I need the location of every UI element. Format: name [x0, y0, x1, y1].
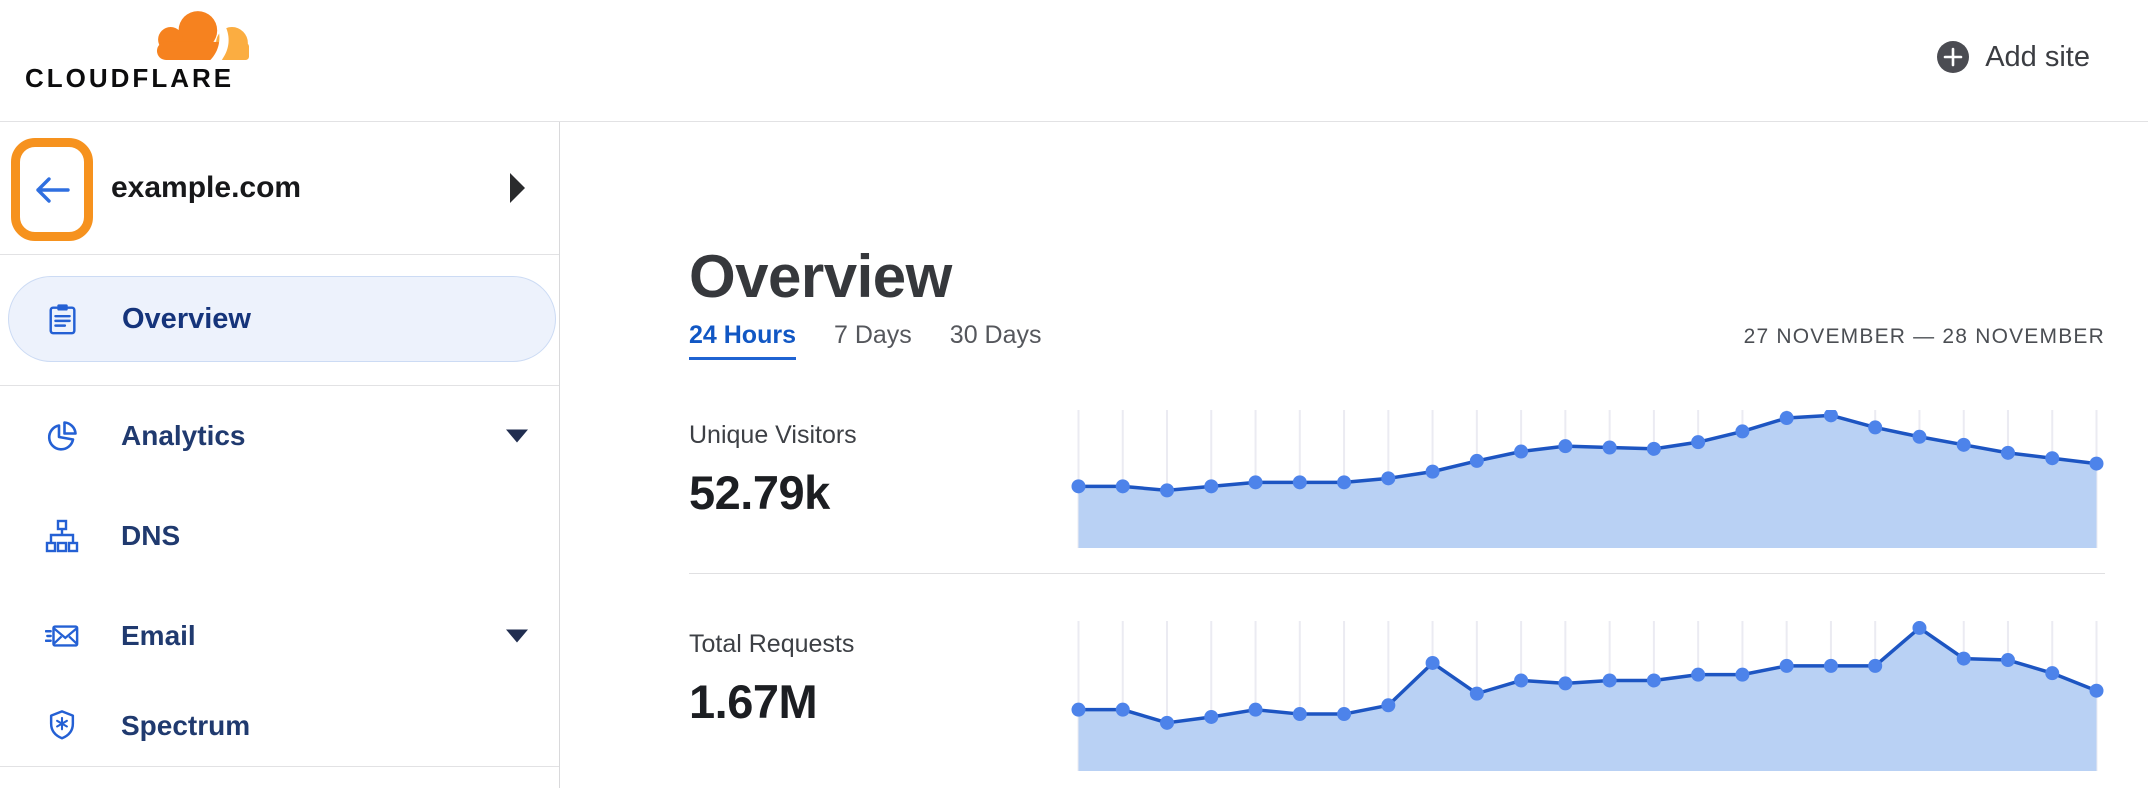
network-icon: [45, 519, 79, 553]
sidebar-item-label: Email: [121, 620, 196, 651]
sidebar-divider: [0, 385, 559, 386]
top-header: CLOUDFLARE Add site: [0, 0, 2148, 122]
clipboard-icon: [49, 304, 76, 335]
total-requests-row: Total Requests 1.67M: [689, 574, 2105, 788]
sidebar-item-dns[interactable]: DNS: [0, 486, 559, 586]
caret-down-icon[interactable]: [506, 429, 528, 443]
unique-visitors-value: 52.79k: [689, 466, 830, 519]
back-button-highlight[interactable]: [11, 138, 93, 241]
email-icon: [45, 625, 79, 647]
back-arrow-icon[interactable]: [30, 171, 74, 209]
sidebar-item-analytics[interactable]: Analytics: [0, 386, 559, 486]
page-title: Overview: [689, 243, 952, 311]
main-content: Overview 24 Hours 7 Days 30 Days 27 NOVE…: [560, 122, 2148, 788]
chevron-right-icon[interactable]: [510, 173, 525, 203]
plus-circle-icon: [1937, 41, 1970, 73]
sidebar-item-label: Analytics: [121, 420, 246, 451]
add-site-label: Add site: [1985, 40, 2090, 73]
shield-icon: [49, 710, 75, 740]
sidebar-item-label: Overview: [122, 302, 251, 335]
cloudflare-wordmark: CLOUDFLARE: [25, 63, 235, 93]
tab-7-days[interactable]: 7 Days: [833, 321, 912, 349]
unique-visitors-row: Unique Visitors 52.79k: [689, 390, 2105, 574]
total-requests-label: Total Requests: [689, 630, 855, 658]
site-name: example.com: [111, 171, 302, 204]
date-range-label: 27 NOVEMBER — 28 NOVEMBER: [1743, 325, 2105, 348]
unique-visitors-chart[interactable]: [1070, 410, 2105, 548]
site-switcher[interactable]: example.com: [0, 122, 559, 255]
sidebar-item-label: Spectrum: [121, 710, 251, 741]
sidebar-item-spectrum[interactable]: Spectrum: [0, 686, 559, 766]
cloudflare-cloud-icon: [156, 11, 249, 60]
total-requests-value: 1.67M: [689, 675, 818, 728]
stats-rows: Unique Visitors 52.79k Total Requests 1.…: [689, 390, 2105, 788]
sidebar-item-label: DNS: [121, 520, 181, 551]
add-site-button[interactable]: Add site: [1936, 40, 2090, 74]
total-requests-chart[interactable]: [1070, 621, 2105, 771]
time-range-tabs: 24 Hours 7 Days 30 Days 27 NOVEMBER — 28…: [689, 321, 2105, 360]
tab-30-days[interactable]: 30 Days: [949, 321, 1042, 349]
unique-visitors-label: Unique Visitors: [689, 421, 857, 449]
sidebar-item-overview[interactable]: Overview: [8, 276, 556, 362]
pie-chart-icon: [47, 421, 77, 451]
cloudflare-logo[interactable]: CLOUDFLARE: [25, 10, 265, 94]
sidebar-divider: [0, 766, 559, 767]
sidebar: example.com Overview Analytics: [0, 122, 560, 788]
caret-down-icon[interactable]: [506, 629, 528, 643]
sidebar-nav: Overview Analytics DNS: [0, 255, 559, 767]
tab-24-hours[interactable]: 24 Hours: [689, 321, 796, 360]
sidebar-item-email[interactable]: Email: [0, 586, 559, 686]
